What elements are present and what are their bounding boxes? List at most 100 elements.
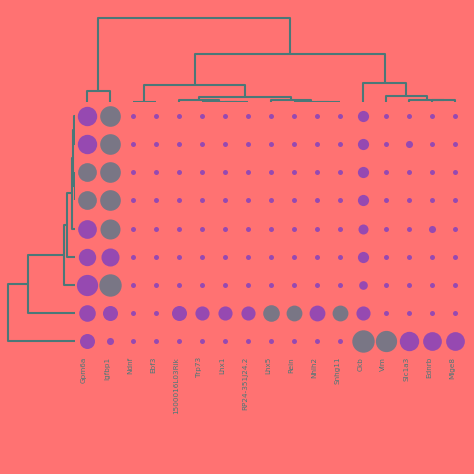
Point <box>221 168 229 176</box>
Point <box>83 310 91 317</box>
Point <box>290 253 298 261</box>
Point <box>290 337 298 345</box>
Point <box>313 140 321 147</box>
Point <box>267 253 275 261</box>
Point <box>152 197 160 204</box>
Point <box>452 140 459 147</box>
Point <box>152 168 160 176</box>
Point <box>244 197 252 204</box>
Point <box>337 281 344 289</box>
Point <box>129 337 137 345</box>
Point <box>290 225 298 232</box>
Point <box>106 281 114 289</box>
Point <box>175 310 182 317</box>
Point <box>221 225 229 232</box>
Point <box>221 337 229 345</box>
Point <box>244 310 252 317</box>
Point <box>106 310 114 317</box>
Point <box>129 197 137 204</box>
Point <box>267 310 275 317</box>
Point <box>313 197 321 204</box>
Point <box>198 253 206 261</box>
Point <box>452 168 459 176</box>
Point <box>83 112 91 119</box>
Point <box>244 337 252 345</box>
Point <box>405 140 413 147</box>
Point <box>244 112 252 119</box>
Point <box>175 112 182 119</box>
Point <box>198 337 206 345</box>
Point <box>428 140 436 147</box>
Point <box>106 112 114 119</box>
Point <box>267 140 275 147</box>
Point <box>405 168 413 176</box>
Point <box>175 168 182 176</box>
Point <box>452 337 459 345</box>
Point <box>244 281 252 289</box>
Point <box>359 225 367 232</box>
Point <box>152 112 160 119</box>
Point <box>175 337 182 345</box>
Point <box>359 310 367 317</box>
Point <box>428 168 436 176</box>
Point <box>83 281 91 289</box>
Point <box>106 337 114 345</box>
Point <box>405 253 413 261</box>
Point <box>106 168 114 176</box>
Point <box>428 112 436 119</box>
Point <box>198 140 206 147</box>
Point <box>129 310 137 317</box>
Point <box>83 197 91 204</box>
Point <box>359 281 367 289</box>
Point <box>152 253 160 261</box>
Point <box>383 337 390 345</box>
Point <box>152 225 160 232</box>
Point <box>175 281 182 289</box>
Point <box>405 197 413 204</box>
Point <box>313 168 321 176</box>
Point <box>405 337 413 345</box>
Point <box>428 225 436 232</box>
Point <box>244 225 252 232</box>
Point <box>129 281 137 289</box>
Point <box>221 112 229 119</box>
Point <box>383 225 390 232</box>
Point <box>244 253 252 261</box>
Point <box>290 310 298 317</box>
Point <box>290 281 298 289</box>
Point <box>359 140 367 147</box>
Point <box>405 281 413 289</box>
Point <box>83 140 91 147</box>
Point <box>129 253 137 261</box>
Point <box>83 225 91 232</box>
Point <box>428 197 436 204</box>
Point <box>428 310 436 317</box>
Point <box>337 225 344 232</box>
Point <box>175 225 182 232</box>
Point <box>337 337 344 345</box>
Point <box>198 281 206 289</box>
Point <box>428 253 436 261</box>
Point <box>359 337 367 345</box>
Point <box>198 310 206 317</box>
Point <box>198 197 206 204</box>
Point <box>290 140 298 147</box>
Point <box>152 281 160 289</box>
Point <box>129 225 137 232</box>
Point <box>383 112 390 119</box>
Point <box>267 337 275 345</box>
Point <box>313 225 321 232</box>
Point <box>337 168 344 176</box>
Point <box>313 310 321 317</box>
Point <box>405 112 413 119</box>
Point <box>106 197 114 204</box>
Point <box>359 253 367 261</box>
Point <box>383 253 390 261</box>
Point <box>175 140 182 147</box>
Point <box>221 197 229 204</box>
Point <box>313 281 321 289</box>
Point <box>452 225 459 232</box>
Point <box>290 168 298 176</box>
Point <box>452 197 459 204</box>
Point <box>452 253 459 261</box>
